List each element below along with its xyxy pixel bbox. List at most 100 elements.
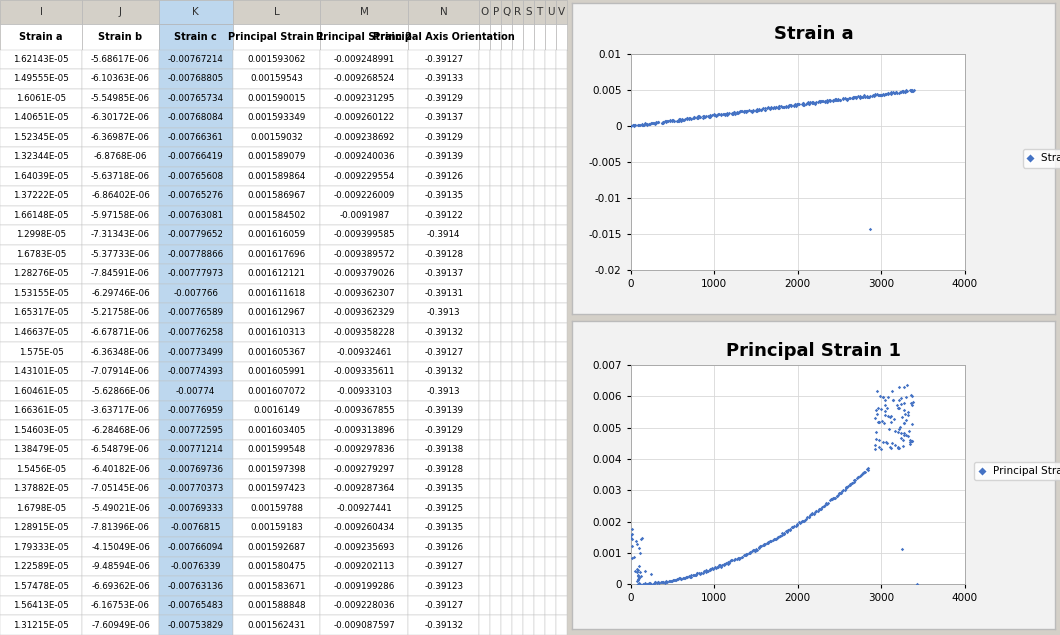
Bar [479,108,490,128]
Point [793,99,810,109]
Bar [479,225,490,244]
Text: -0.009268524: -0.009268524 [334,74,395,83]
Bar [534,362,545,381]
Point [895,86,912,97]
Bar [556,147,567,166]
Legend: Principal Strain 1: Principal Strain 1 [974,462,1060,481]
Point [638,119,655,129]
Point [860,464,877,474]
Point [849,472,866,483]
Point [794,98,811,109]
Bar [320,557,408,577]
Point [730,108,747,118]
Point [792,518,809,528]
Text: -0.009335611: -0.009335611 [334,367,395,376]
Point [696,112,713,122]
Point [887,87,904,97]
Point [770,532,787,542]
Point [902,390,919,400]
Point [789,99,806,109]
Bar [0,440,83,459]
Point [797,99,814,109]
Point [711,560,728,570]
Text: -0.009358228: -0.009358228 [334,328,395,337]
Point [890,395,907,405]
Point [678,572,695,582]
Point [883,88,900,98]
Bar [501,440,512,459]
Point [763,536,780,546]
Point [629,564,646,574]
Bar [524,323,534,342]
Point [836,485,853,495]
Point [690,112,707,123]
Point [878,88,895,98]
Point [780,525,797,535]
Bar [512,615,524,635]
Point [800,512,817,523]
Point [631,572,648,582]
Point [832,488,849,498]
Point [745,545,762,556]
Text: 0.001597398: 0.001597398 [247,465,305,474]
Bar [159,304,232,323]
Bar [534,615,545,635]
Point [730,107,747,117]
Point [705,110,722,120]
Bar [0,557,83,577]
Bar [408,69,479,88]
Point [660,576,677,586]
Point [845,477,862,487]
Text: 0.00159543: 0.00159543 [250,74,303,83]
Bar [320,342,408,362]
Bar [556,342,567,362]
Bar [524,244,534,264]
Point [802,509,819,519]
Point [849,473,866,483]
Bar [232,537,320,557]
Bar [556,323,567,342]
Point [632,579,649,589]
Bar [545,596,556,615]
Bar [501,186,512,206]
Text: -0.009202113: -0.009202113 [334,562,395,572]
Point [726,554,743,564]
Bar [490,166,501,186]
Bar [479,518,490,537]
Text: -7.60949E-06: -7.60949E-06 [91,621,149,630]
Point [800,99,817,109]
Point [767,534,784,544]
Bar [479,381,490,401]
Bar [159,518,232,537]
Point [738,550,755,560]
Bar [408,128,479,147]
Bar [408,166,479,186]
Bar [534,166,545,186]
Point [811,97,828,107]
Bar [159,69,232,88]
Text: -0.00769333: -0.00769333 [167,504,224,512]
Bar [159,440,232,459]
Bar [534,24,545,50]
Bar [159,24,232,50]
Bar [479,50,490,69]
Bar [545,557,556,577]
Point [692,112,709,122]
Point [761,104,778,114]
Bar [479,244,490,264]
Bar [232,108,320,128]
Point [841,479,858,490]
Point [898,85,915,95]
Bar [512,128,524,147]
Point [650,117,667,127]
Point [851,91,868,101]
Point [748,544,765,554]
Text: -0.39126: -0.39126 [424,172,463,181]
Point [740,105,757,115]
Point [690,568,707,578]
Point [880,88,897,98]
Point [891,87,908,97]
Bar [0,577,83,596]
Point [637,580,654,590]
Point [897,408,914,418]
